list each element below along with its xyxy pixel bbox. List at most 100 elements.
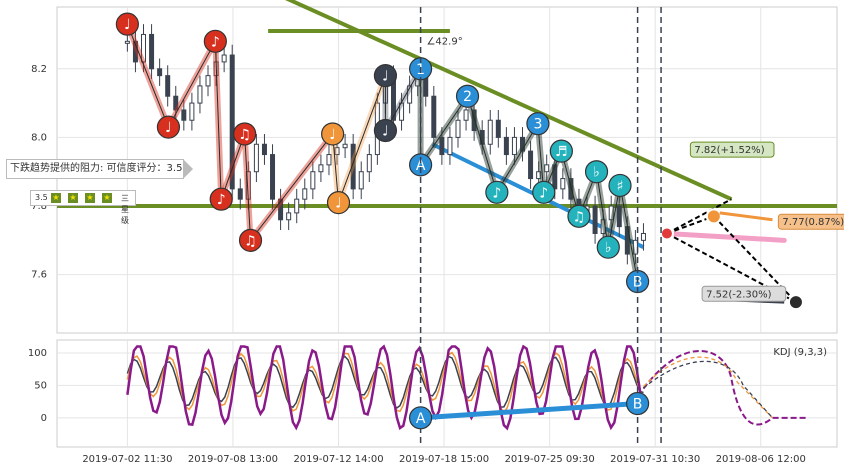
kdj-y-tick: 100 (28, 348, 47, 359)
candle-body (358, 171, 364, 190)
rating-score: 3.5 (35, 193, 48, 202)
angle-label: ∠42.9° (426, 37, 462, 48)
candle-body (165, 75, 171, 97)
wave-line (214, 41, 222, 200)
labels: 8.2 8.0 7.8 7.6 100 50 0 2019-07-02 11:30 2019-0… (28, 37, 844, 465)
candle-body (528, 150, 534, 180)
price-y-tick: 8.2 (31, 64, 47, 75)
kdj-J-projection (642, 350, 808, 426)
wave-point-badge (526, 112, 550, 136)
wave-point-glyph: ♪ (492, 185, 501, 201)
candle-body (511, 136, 517, 156)
kdj-K-line (126, 355, 644, 410)
wave-point-glyph: ♩ (329, 127, 336, 143)
wave-line (596, 171, 609, 248)
candle-body (261, 143, 267, 156)
candle-body (237, 188, 243, 200)
wave-point-badge (549, 139, 573, 163)
resistance-note-text: 下跌趋势提供的阻力: 可信度评分：3.5 (10, 163, 183, 174)
wave-point-glyph: ♯ (617, 178, 624, 194)
candle-body (616, 205, 622, 228)
candle-body (173, 95, 179, 111)
kdj-lines (126, 344, 808, 431)
candle-body (495, 119, 501, 138)
wave-point-badge (209, 187, 233, 211)
wave-point-badge (321, 122, 345, 146)
wave-point-badge (485, 180, 509, 204)
forecast-mid-arrow (719, 211, 773, 222)
wave-point-glyph: ♪ (217, 192, 226, 208)
kdj-divergence-line (420, 401, 638, 421)
price-y-tick: 7.8 (31, 201, 47, 212)
x-tick-label: 2019-07-25 09:30 (505, 454, 595, 465)
star-icon: ★ (102, 193, 112, 203)
wave-point-badge (233, 122, 257, 146)
candle-body (157, 68, 163, 77)
kdj-J-line (126, 344, 645, 431)
forecast-band (664, 230, 787, 243)
candle-body (592, 205, 598, 234)
resistance-note: 下跌趋势提供的阻力: 可信度评分：3.5 (6, 159, 193, 179)
candle-body (334, 147, 340, 156)
candle-body (326, 154, 332, 166)
kdj-title: KDJ (9,3,3) (773, 347, 827, 358)
candle-body (189, 102, 195, 121)
wave-point-badge (455, 84, 480, 108)
candle-body (407, 85, 413, 104)
candle-body (560, 178, 566, 190)
wave-point-glyph: ♩ (382, 124, 389, 140)
candle-body (302, 188, 308, 200)
markers: ♩♩♪♪♫♫♩♩♩♩1A2♪3♪♬♫♭♭♯BAB (115, 7, 662, 447)
wave-point-badge (373, 118, 398, 143)
candle-body (487, 119, 493, 145)
wave-point-badge (596, 235, 620, 259)
wave-line (496, 123, 539, 193)
candle-body (181, 109, 187, 121)
wave-line (167, 41, 216, 128)
wave-point-glyph: ♫ (573, 209, 586, 225)
kdj-divergence-badge (409, 406, 433, 430)
forecast-mid-label: 7.77(0.87%) (782, 217, 844, 228)
wave-point-glyph: ♭ (605, 240, 612, 256)
wave-point-badge (203, 29, 227, 53)
wave-point-glyph: ♩ (382, 69, 389, 85)
price-y-tick: 7.6 (31, 270, 47, 281)
candle-body (544, 164, 550, 173)
rating-tag: 三星级 (121, 194, 129, 225)
wave-point-badge (115, 12, 139, 36)
kdj-y-tick: 50 (34, 380, 47, 391)
wave-line (126, 23, 169, 128)
candle-body (205, 75, 211, 87)
wave-point-badge (373, 64, 398, 88)
x-tick-label: 2019-07-31 10:30 (610, 454, 700, 465)
kdj-divergence-label: B (633, 397, 643, 413)
wave-point-glyph: ♩ (124, 17, 131, 33)
forecast-label-box (701, 285, 787, 302)
candle-body (640, 232, 646, 241)
kdj-divergence-label: A (416, 411, 426, 427)
candle-body (455, 119, 461, 138)
wave-point-glyph: ♬ (555, 144, 568, 160)
rating-badge: 3.5 ★ ★ ★ ★ 三星级 (30, 190, 136, 225)
wave-point-badge (567, 204, 591, 228)
forecast-lines (659, 198, 804, 311)
candle-body (463, 109, 469, 121)
wave-point-glyph: ♪ (211, 34, 220, 50)
wave-point-glyph: ♩ (335, 196, 342, 212)
forecast-up-label: 7.82(+1.52%) (694, 145, 764, 156)
wave-point-badge (584, 160, 609, 184)
wave-point-glyph: ♫ (244, 233, 257, 249)
candle-body (141, 33, 147, 63)
wave-line (338, 75, 386, 203)
candle-body (366, 154, 372, 173)
wave-line (244, 133, 252, 241)
candle-body (229, 54, 235, 190)
candle-body (197, 85, 203, 104)
star-icon: ★ (68, 193, 78, 203)
kdj-y-tick: 0 (41, 413, 47, 424)
x-tick-label: 2019-07-08 13:00 (188, 454, 278, 465)
wave-point-glyph: ♫ (238, 127, 251, 143)
kdj-divergence-badge (626, 391, 650, 416)
forecast-down-dot (787, 294, 804, 311)
star-icon: ★ (85, 193, 95, 203)
